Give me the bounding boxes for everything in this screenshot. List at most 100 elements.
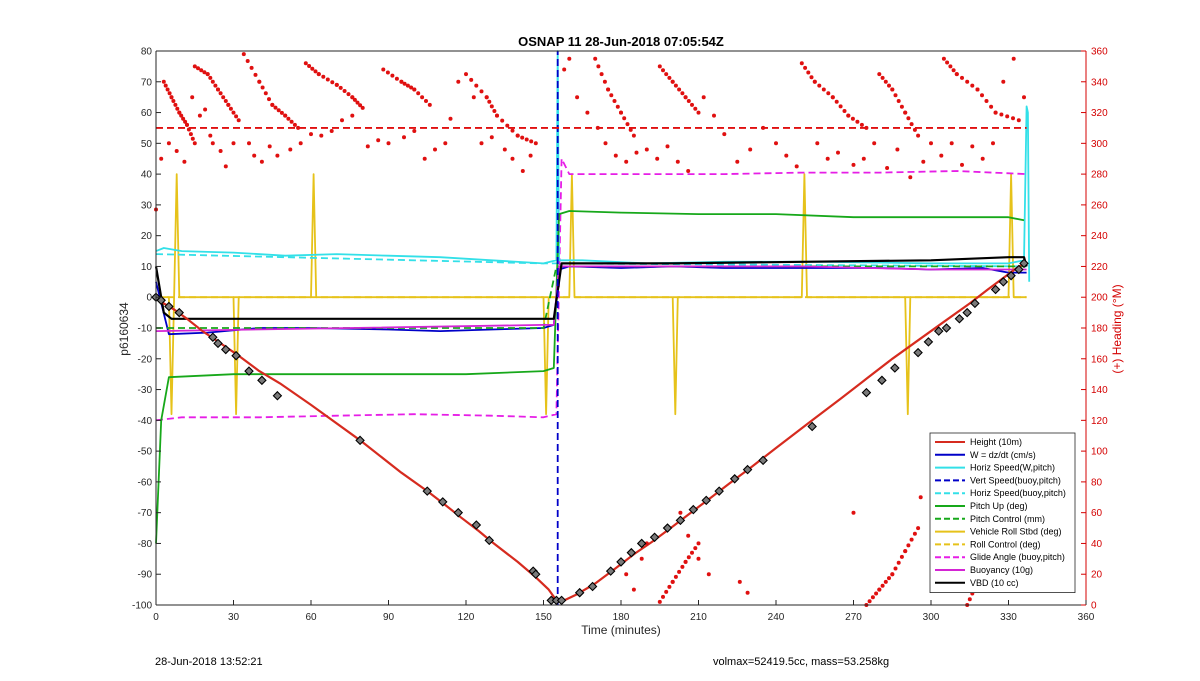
heading-point bbox=[267, 144, 272, 149]
depth-sample-marker bbox=[220, 344, 231, 355]
y-tick-label: 0 bbox=[146, 293, 152, 304]
heading-point bbox=[386, 141, 391, 146]
heading-point bbox=[701, 95, 706, 100]
heading-point bbox=[821, 87, 826, 92]
depth-sample-marker bbox=[1014, 264, 1024, 275]
heading-point bbox=[631, 587, 636, 592]
y-axis-label: p6160634 bbox=[117, 302, 131, 356]
heading-point bbox=[1001, 79, 1006, 84]
heading-point bbox=[185, 122, 189, 127]
heading-point bbox=[896, 99, 901, 103]
heading-point bbox=[722, 132, 727, 137]
y-tick-label: 40 bbox=[141, 170, 153, 181]
heading-point bbox=[912, 531, 917, 536]
heading-point bbox=[190, 95, 195, 100]
y-tick-label: -60 bbox=[138, 477, 153, 488]
y-tick-label-right: 140 bbox=[1091, 385, 1108, 396]
heading-point bbox=[169, 95, 174, 100]
heading-point bbox=[303, 61, 308, 66]
depth-sample-marker bbox=[998, 277, 1009, 287]
heading-point bbox=[970, 144, 975, 149]
heading-point bbox=[310, 66, 315, 71]
heading-point bbox=[609, 93, 614, 98]
heading-point bbox=[949, 141, 954, 146]
heading-point bbox=[385, 70, 390, 75]
heading-point bbox=[809, 75, 814, 80]
heading-point bbox=[288, 147, 293, 152]
heading-point bbox=[686, 99, 691, 103]
heading-point bbox=[249, 65, 254, 70]
heading-point bbox=[880, 583, 885, 588]
heading-point bbox=[960, 162, 964, 167]
y-tick-label-right: 340 bbox=[1091, 77, 1108, 88]
heading-point bbox=[316, 72, 321, 77]
heading-point bbox=[877, 587, 882, 592]
y-tick-label-right: 200 bbox=[1091, 293, 1108, 304]
heading-point bbox=[405, 83, 410, 88]
heading-point bbox=[834, 99, 839, 104]
heading-point bbox=[851, 162, 856, 167]
heading-point bbox=[330, 80, 335, 85]
heading-point bbox=[500, 118, 505, 123]
heading-point bbox=[289, 119, 294, 124]
heading-point bbox=[402, 81, 407, 86]
heading-point bbox=[505, 123, 510, 128]
heading-point bbox=[253, 72, 258, 77]
heading-point bbox=[774, 141, 778, 146]
x-tick-label: 120 bbox=[458, 612, 475, 623]
heading-point bbox=[880, 75, 885, 80]
heading-point bbox=[596, 64, 601, 69]
heading-point bbox=[210, 141, 215, 146]
heading-point bbox=[784, 153, 789, 158]
depth-sample-marker bbox=[861, 387, 872, 398]
depth-sample-marker bbox=[587, 581, 598, 592]
heading-point bbox=[806, 70, 811, 75]
heading-point bbox=[929, 141, 933, 146]
heading-point bbox=[260, 85, 265, 90]
depth-sample-marker bbox=[758, 455, 768, 466]
depth-sample-marker bbox=[649, 532, 660, 543]
heading-point bbox=[634, 150, 639, 155]
heading-point bbox=[673, 83, 678, 88]
legend-label: Vehicle Roll Stbd (deg) bbox=[970, 527, 1062, 537]
heading-point bbox=[883, 79, 888, 84]
heading-point bbox=[492, 109, 497, 113]
heading-point bbox=[799, 61, 804, 66]
y-axis-label-right: (+) Heading (°M) bbox=[1110, 284, 1124, 373]
heading-point bbox=[528, 153, 533, 158]
heading-point bbox=[696, 110, 701, 115]
heading-point bbox=[864, 125, 869, 130]
heading-point bbox=[1011, 56, 1016, 61]
chart-title: OSNAP 11 28-Jun-2018 07:05:54Z bbox=[518, 34, 724, 49]
depth-sample-marker bbox=[616, 557, 626, 567]
heading-point bbox=[661, 594, 665, 599]
x-tick-label: 300 bbox=[923, 612, 940, 623]
heading-point bbox=[510, 128, 515, 133]
heading-point bbox=[567, 56, 572, 61]
heading-point bbox=[838, 104, 843, 109]
heading-point bbox=[673, 574, 678, 579]
y-tick-label-right: 40 bbox=[1091, 539, 1103, 550]
heading-point bbox=[433, 147, 437, 152]
heading-point bbox=[593, 56, 598, 61]
heading-point bbox=[745, 590, 750, 595]
heading-point bbox=[167, 91, 172, 96]
heading-point bbox=[916, 133, 921, 138]
heading-point bbox=[495, 113, 499, 118]
heading-point bbox=[690, 102, 694, 107]
heading-point bbox=[794, 164, 799, 169]
heading-point bbox=[874, 591, 879, 596]
y-tick-label-right: 120 bbox=[1091, 416, 1108, 427]
y-tick-label: 60 bbox=[141, 108, 153, 119]
heading-point bbox=[283, 113, 288, 118]
legend-label: Pitch Control (mm) bbox=[970, 514, 1045, 524]
y-tick-label: -20 bbox=[138, 354, 153, 365]
depth-sample-marker bbox=[471, 520, 482, 530]
y-tick-label: -10 bbox=[138, 324, 153, 335]
y-tick-label: -30 bbox=[138, 385, 153, 396]
depth-sample-marker bbox=[729, 474, 740, 484]
heading-point bbox=[712, 113, 716, 118]
heading-point bbox=[826, 91, 831, 96]
heading-point bbox=[606, 87, 611, 92]
heading-point bbox=[945, 60, 950, 65]
